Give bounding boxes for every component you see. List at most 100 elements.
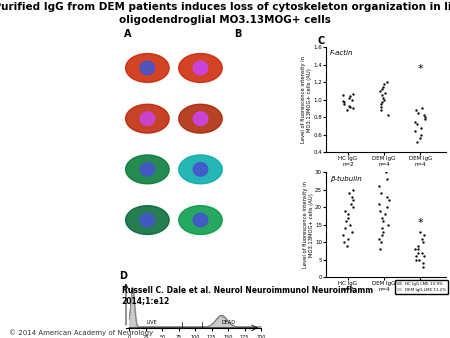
Point: [381, 212, 388, 217]
Point: [418, 132, 425, 137]
Text: F-actin: F-actin: [330, 50, 353, 56]
Text: A: A: [124, 29, 131, 39]
Point: [379, 219, 386, 224]
Point: [345, 215, 352, 220]
Polygon shape: [126, 54, 169, 82]
Point: [377, 101, 384, 107]
Point: [376, 236, 383, 241]
Point: [348, 97, 356, 102]
Point: [418, 106, 426, 111]
Text: Russell C. Dale et al. Neurol Neuroimmunol Neuroinflamm
2014;1:e12: Russell C. Dale et al. Neurol Neuroimmun…: [122, 286, 373, 305]
Point: [378, 225, 385, 231]
Point: [413, 121, 420, 127]
Text: © 2014 American Academy of Neurology: © 2014 American Academy of Neurology: [9, 330, 153, 336]
Point: [377, 191, 384, 196]
Y-axis label: Level of fluorescence intensity in
MO3.13MOG+ cells (AU): Level of fluorescence intensity in MO3.1…: [303, 181, 314, 268]
Text: B: B: [234, 29, 241, 39]
Point: [421, 254, 428, 259]
Text: LIVE: LIVE: [147, 320, 158, 325]
Text: Figure 4 Purified IgG from DEM patients induces loss of cytoskeleton organizatio: Figure 4 Purified IgG from DEM patients …: [0, 2, 450, 12]
Point: [349, 229, 356, 235]
Text: *: *: [418, 218, 423, 228]
Point: [349, 106, 356, 111]
Point: [378, 233, 386, 238]
Text: D: D: [119, 271, 127, 281]
Point: [349, 194, 356, 199]
Point: [339, 233, 346, 238]
Point: [415, 243, 422, 248]
Point: [422, 115, 429, 120]
Point: [412, 119, 419, 124]
Point: [346, 95, 353, 101]
Point: [380, 81, 387, 87]
Polygon shape: [193, 163, 208, 176]
Point: [384, 204, 391, 210]
Point: [384, 177, 391, 182]
Polygon shape: [126, 206, 169, 235]
Point: [386, 198, 393, 203]
Point: [383, 79, 391, 85]
Polygon shape: [179, 104, 222, 133]
Point: [419, 240, 426, 245]
Point: [346, 94, 354, 99]
Point: [422, 116, 429, 122]
Point: [340, 240, 347, 245]
Polygon shape: [126, 155, 169, 184]
Polygon shape: [140, 61, 155, 75]
Point: [382, 170, 390, 175]
Polygon shape: [140, 163, 155, 176]
Point: [341, 101, 348, 107]
Point: [349, 204, 356, 210]
Point: [350, 92, 357, 97]
Point: [384, 222, 391, 227]
Point: [414, 110, 422, 116]
Point: [420, 113, 427, 118]
Point: [345, 212, 352, 217]
Point: [379, 229, 387, 235]
Point: [346, 191, 353, 196]
Polygon shape: [179, 54, 222, 82]
Point: [416, 229, 423, 235]
Text: DEAD: DEAD: [221, 320, 235, 325]
Point: [339, 93, 346, 98]
Point: [346, 222, 353, 227]
Point: [342, 219, 350, 224]
Point: [379, 84, 386, 89]
Point: [382, 90, 389, 95]
Polygon shape: [140, 213, 155, 227]
Point: [347, 104, 354, 110]
Polygon shape: [193, 112, 208, 125]
Point: [381, 97, 388, 102]
Point: [377, 88, 384, 94]
Point: [384, 113, 391, 118]
Point: [418, 236, 425, 241]
Point: [344, 236, 351, 241]
Point: [419, 261, 427, 266]
Point: [412, 128, 419, 134]
Polygon shape: [179, 206, 222, 235]
Point: [377, 208, 384, 214]
Point: [378, 87, 385, 92]
Point: [377, 240, 384, 245]
Point: [343, 107, 350, 113]
Polygon shape: [126, 104, 169, 133]
Polygon shape: [179, 155, 222, 184]
Point: [375, 184, 382, 189]
Point: [344, 243, 351, 248]
Point: [413, 254, 420, 259]
Text: C: C: [317, 36, 324, 46]
Point: [415, 257, 422, 262]
Y-axis label: Level of fluorescence intensity in
MO3.13MOG+ cells (AU): Level of fluorescence intensity in MO3.1…: [301, 56, 312, 143]
Point: [376, 246, 383, 252]
Point: [418, 250, 425, 256]
Text: β-tubulin: β-tubulin: [330, 175, 362, 182]
Point: [421, 233, 428, 238]
Point: [342, 225, 349, 231]
Polygon shape: [193, 213, 208, 227]
Text: *: *: [418, 64, 423, 74]
Legend: HC IgG LME 13.9%, DEM IgG LME 11.2%: HC IgG LME 13.9%, DEM IgG LME 11.2%: [395, 280, 448, 294]
Point: [412, 246, 419, 252]
Point: [378, 107, 385, 113]
Point: [349, 187, 356, 193]
Point: [415, 250, 422, 256]
